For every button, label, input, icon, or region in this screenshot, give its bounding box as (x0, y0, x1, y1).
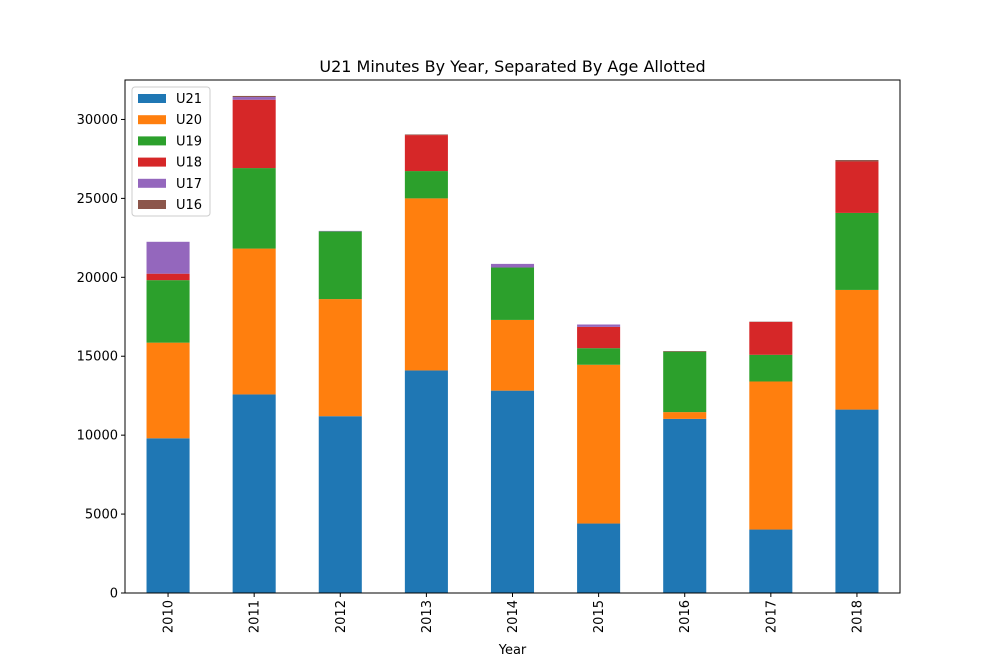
bar-u19-2014 (491, 268, 534, 320)
y-tick-label: 10000 (77, 429, 118, 444)
x-tick-label-2017: 2017 (764, 600, 779, 633)
x-tick-label-2010: 2010 (162, 600, 177, 633)
legend-label-u20: U20 (176, 113, 202, 128)
bar-u18-2015 (577, 327, 620, 348)
bar-u21-2014 (491, 391, 534, 593)
bar-u20-2016 (663, 412, 706, 419)
legend-label-u18: U18 (176, 156, 202, 171)
bar-u21-2010 (147, 438, 190, 593)
bar-u21-2012 (319, 416, 362, 593)
y-tick-label: 20000 (77, 271, 118, 286)
legend-swatch-u17 (138, 179, 166, 188)
bar-u19-2017 (749, 355, 792, 382)
bar-u20-2015 (577, 365, 620, 524)
legend-label-u16: U16 (176, 198, 202, 213)
legend-swatch-u21 (138, 94, 166, 103)
bar-u17-2015 (577, 325, 620, 327)
bar-u19-2011 (233, 168, 276, 249)
bar-u19-2016 (663, 352, 706, 412)
bar-u19-2018 (835, 213, 878, 290)
legend-label-u21: U21 (176, 92, 202, 107)
y-tick-label: 0 (110, 587, 118, 602)
y-tick-label: 25000 (77, 192, 118, 207)
x-tick-label-2013: 2013 (420, 600, 435, 633)
bar-u21-2017 (749, 530, 792, 593)
legend-label-u17: U17 (176, 177, 202, 192)
legend-swatch-u19 (138, 136, 166, 145)
y-tick-label: 30000 (77, 113, 118, 128)
bar-u16-2016 (663, 351, 706, 352)
y-tick-label: 15000 (77, 350, 118, 365)
bar-u20-2018 (835, 290, 878, 410)
bar-u19-2010 (147, 280, 190, 343)
bar-u20-2013 (405, 198, 448, 370)
bar-u20-2014 (491, 320, 534, 391)
bar-u20-2012 (319, 299, 362, 416)
chart-title: U21 Minutes By Year, Separated By Age Al… (319, 57, 705, 76)
x-tick-label-2011: 2011 (248, 600, 263, 633)
bar-u21-2016 (663, 419, 706, 593)
bar-u19-2013 (405, 171, 448, 198)
bars-layer (147, 96, 879, 593)
x-tick-label-2018: 2018 (850, 600, 865, 633)
bar-u18-2017 (749, 322, 792, 355)
bar-u21-2011 (233, 394, 276, 593)
bar-u20-2010 (147, 343, 190, 439)
bar-u21-2015 (577, 524, 620, 593)
bar-u19-2015 (577, 348, 620, 365)
legend-label-u19: U19 (176, 134, 202, 149)
bar-u21-2018 (835, 410, 878, 593)
bar-u21-2013 (405, 370, 448, 593)
y-tick-label: 5000 (85, 508, 118, 523)
x-tick-label-2015: 2015 (592, 600, 607, 633)
bar-u18-2010 (147, 274, 190, 280)
x-axis-title: Year (498, 643, 527, 658)
bar-u17-2011 (233, 97, 276, 100)
legend: U21 U20 U19 U18 U17 U16 (132, 87, 210, 216)
bar-u20-2011 (233, 249, 276, 395)
x-tick-label-2014: 2014 (506, 600, 521, 633)
x-tick-label-2012: 2012 (334, 600, 349, 633)
bar-u19-2012 (319, 231, 362, 299)
bar-u18-2013 (405, 135, 448, 171)
legend-swatch-u18 (138, 158, 166, 167)
bar-u16-2018 (835, 160, 878, 161)
x-tick-label-2016: 2016 (678, 600, 693, 633)
bar-u20-2017 (749, 381, 792, 529)
bar-u16-2013 (405, 134, 448, 135)
x-axis: 2010 2011 2012 2013 2014 2015 2016 2017 2018 (162, 593, 866, 633)
bar-u18-2018 (835, 161, 878, 212)
bar-u17-2014 (491, 264, 534, 268)
bar-u18-2011 (233, 100, 276, 168)
bar-u16-2011 (233, 96, 276, 97)
legend-swatch-u20 (138, 115, 166, 124)
legend-swatch-u16 (138, 200, 166, 209)
y-axis: 0 5000 10000 15000 20000 25000 30000 (77, 113, 125, 602)
bar-u17-2010 (147, 242, 190, 274)
